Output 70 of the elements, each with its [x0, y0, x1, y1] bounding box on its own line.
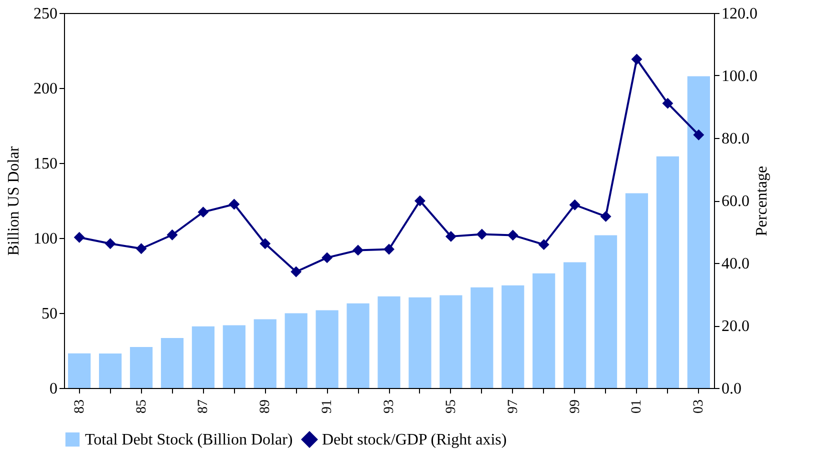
y2-tick-label: 0.0	[722, 380, 742, 398]
bar	[316, 310, 338, 388]
point	[228, 198, 240, 210]
x-tick-label: 87	[196, 400, 212, 414]
bar	[160, 338, 184, 388]
bar	[656, 156, 680, 388]
legend-label: Debt stock/GDP (Right axis)	[322, 432, 507, 448]
y2-tick-label: 100.0	[722, 68, 758, 85]
x-tick-label: 95	[444, 400, 459, 414]
point	[104, 238, 116, 250]
bar	[594, 235, 618, 388]
point	[322, 252, 333, 264]
bar	[130, 347, 153, 388]
bar	[192, 326, 214, 388]
point	[538, 239, 550, 250]
point	[260, 238, 271, 250]
legend-label: Total Debt Stock (Billion Dolar)	[85, 432, 293, 448]
bar	[254, 319, 276, 388]
y2-tick-label: 40.0	[722, 256, 750, 272]
bar	[98, 354, 122, 388]
point	[476, 228, 488, 240]
x-tick-label: 83	[72, 400, 88, 414]
y-tick-label: 50	[42, 306, 58, 322]
x-tick-label: 93	[382, 400, 397, 414]
bar	[440, 295, 462, 388]
y2-tick-label: 120.0	[722, 6, 758, 22]
bar	[564, 262, 586, 388]
point	[631, 54, 642, 65]
y-tick-label: 100	[34, 230, 58, 248]
y-tick-label: 0	[50, 380, 58, 398]
bar	[284, 313, 308, 388]
point	[600, 210, 612, 222]
x-tick-label: 85	[134, 400, 150, 414]
point	[693, 129, 704, 140]
point	[662, 98, 674, 109]
x-tick-label: 99	[568, 400, 583, 414]
y2-tick-label: 20.0	[722, 318, 750, 335]
x-tick-label: 01	[630, 400, 645, 414]
point	[198, 206, 209, 218]
y-tick-label: 250	[34, 6, 58, 22]
x-tick-label: 03	[692, 400, 707, 414]
point	[290, 266, 302, 278]
y2-axis-title: Percentage	[754, 166, 770, 236]
bar	[68, 353, 91, 388]
point	[74, 232, 85, 243]
bar	[687, 76, 710, 388]
x-tick-label: 89	[258, 400, 274, 414]
bar	[470, 287, 494, 388]
bar	[346, 303, 370, 388]
bar	[502, 285, 524, 388]
bar	[378, 296, 400, 388]
point	[569, 199, 580, 210]
bar	[532, 273, 556, 388]
point	[166, 229, 178, 240]
y2-tick-label: 80.0	[722, 130, 750, 148]
x-tick-label: 97	[506, 400, 521, 414]
y-tick-label: 150	[34, 156, 58, 172]
point	[352, 244, 364, 256]
bar	[625, 193, 648, 388]
y-axis-title: Billion US Dolar	[6, 146, 22, 256]
bar	[222, 325, 246, 388]
bar	[408, 297, 432, 388]
x-tick-label: 91	[320, 400, 336, 414]
point	[136, 243, 147, 254]
point	[445, 230, 456, 242]
point	[414, 195, 426, 206]
y-tick-label: 200	[34, 80, 58, 98]
point	[384, 244, 394, 255]
point	[507, 230, 518, 241]
y2-tick-label: 60.0	[722, 193, 750, 210]
